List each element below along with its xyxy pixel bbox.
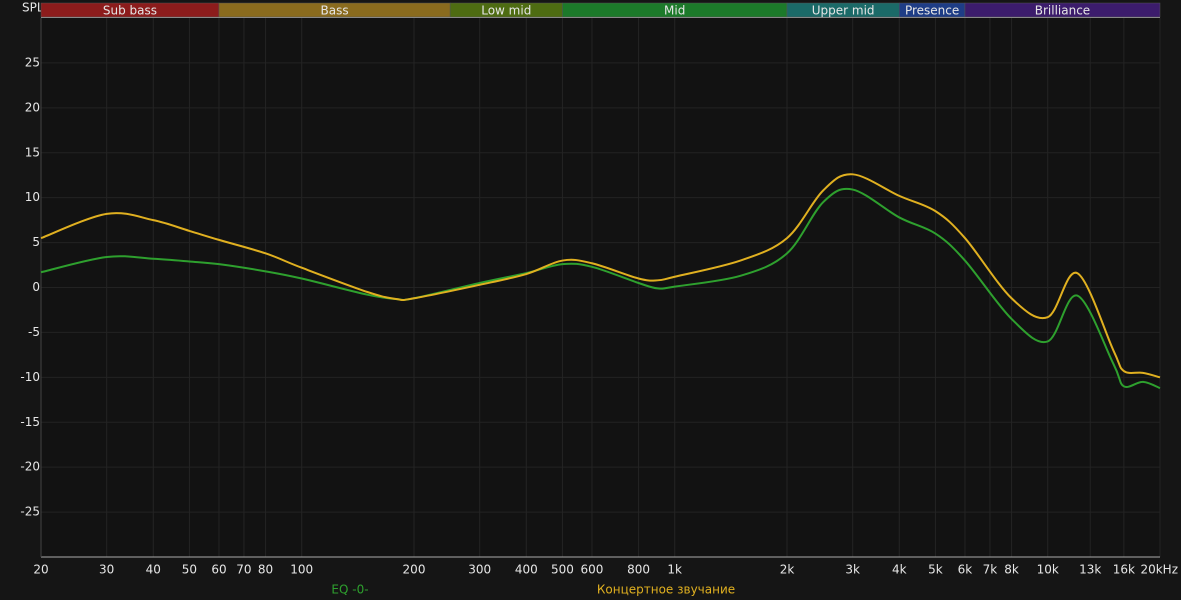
band-label: Upper mid — [812, 4, 875, 18]
x-tick-label: 40 — [146, 563, 161, 577]
y-tick-label: 20 — [25, 100, 40, 114]
x-tick-label: 20kHz — [1140, 563, 1178, 577]
x-tick-label: 50 — [182, 563, 197, 577]
x-tick-label: 400 — [515, 563, 538, 577]
y-tick-label: -10 — [20, 370, 40, 384]
x-tick-label: 800 — [627, 563, 650, 577]
series-line — [40, 187, 1161, 390]
band-label: Sub bass — [103, 4, 157, 18]
band-label: Brilliance — [1035, 4, 1090, 18]
x-tick-label: 1k — [667, 563, 682, 577]
x-tick-label: 10k — [1037, 563, 1059, 577]
y-tick-label: 0 — [32, 280, 40, 294]
band-label: Low mid — [481, 4, 531, 18]
x-tick-label: 100 — [290, 563, 313, 577]
y-tick-label: -15 — [20, 415, 40, 429]
band-label: Mid — [664, 4, 685, 18]
x-tick-label: 80 — [258, 563, 273, 577]
x-tick-label: 300 — [468, 563, 491, 577]
x-tick-label: 4k — [892, 563, 907, 577]
x-tick-label: 70 — [236, 563, 251, 577]
x-tick-label: 16k — [1113, 563, 1135, 577]
band-label: Presence — [905, 4, 959, 18]
x-tick-label: 200 — [403, 563, 426, 577]
x-tick-label: 60 — [211, 563, 226, 577]
x-tick-label: 30 — [99, 563, 114, 577]
x-tick-label: 600 — [581, 563, 604, 577]
legend-entry: Концертное звучание — [597, 583, 735, 597]
x-tick-label: 6k — [958, 563, 973, 577]
x-tick-label: 3k — [845, 563, 860, 577]
x-tick-label: 7k — [983, 563, 998, 577]
x-tick-label: 20 — [33, 563, 48, 577]
y-tick-label: -5 — [28, 325, 40, 339]
y-tick-label: -20 — [20, 460, 40, 474]
legend-entry: EQ -0- — [331, 583, 368, 597]
band-label: Bass — [321, 4, 349, 18]
y-tick-label: 5 — [32, 235, 40, 249]
x-tick-label: 5k — [928, 563, 943, 577]
x-tick-label: 2k — [780, 563, 795, 577]
x-tick-label: 13k — [1079, 563, 1101, 577]
x-tick-label: 500 — [551, 563, 574, 577]
y-axis-label: SPL — [22, 1, 44, 15]
x-tick-label: 8k — [1004, 563, 1019, 577]
y-tick-label: 15 — [25, 145, 40, 159]
series-line — [40, 173, 1161, 379]
y-tick-label: 10 — [25, 190, 40, 204]
y-tick-label: 25 — [25, 55, 40, 69]
y-tick-label: -25 — [20, 505, 40, 519]
